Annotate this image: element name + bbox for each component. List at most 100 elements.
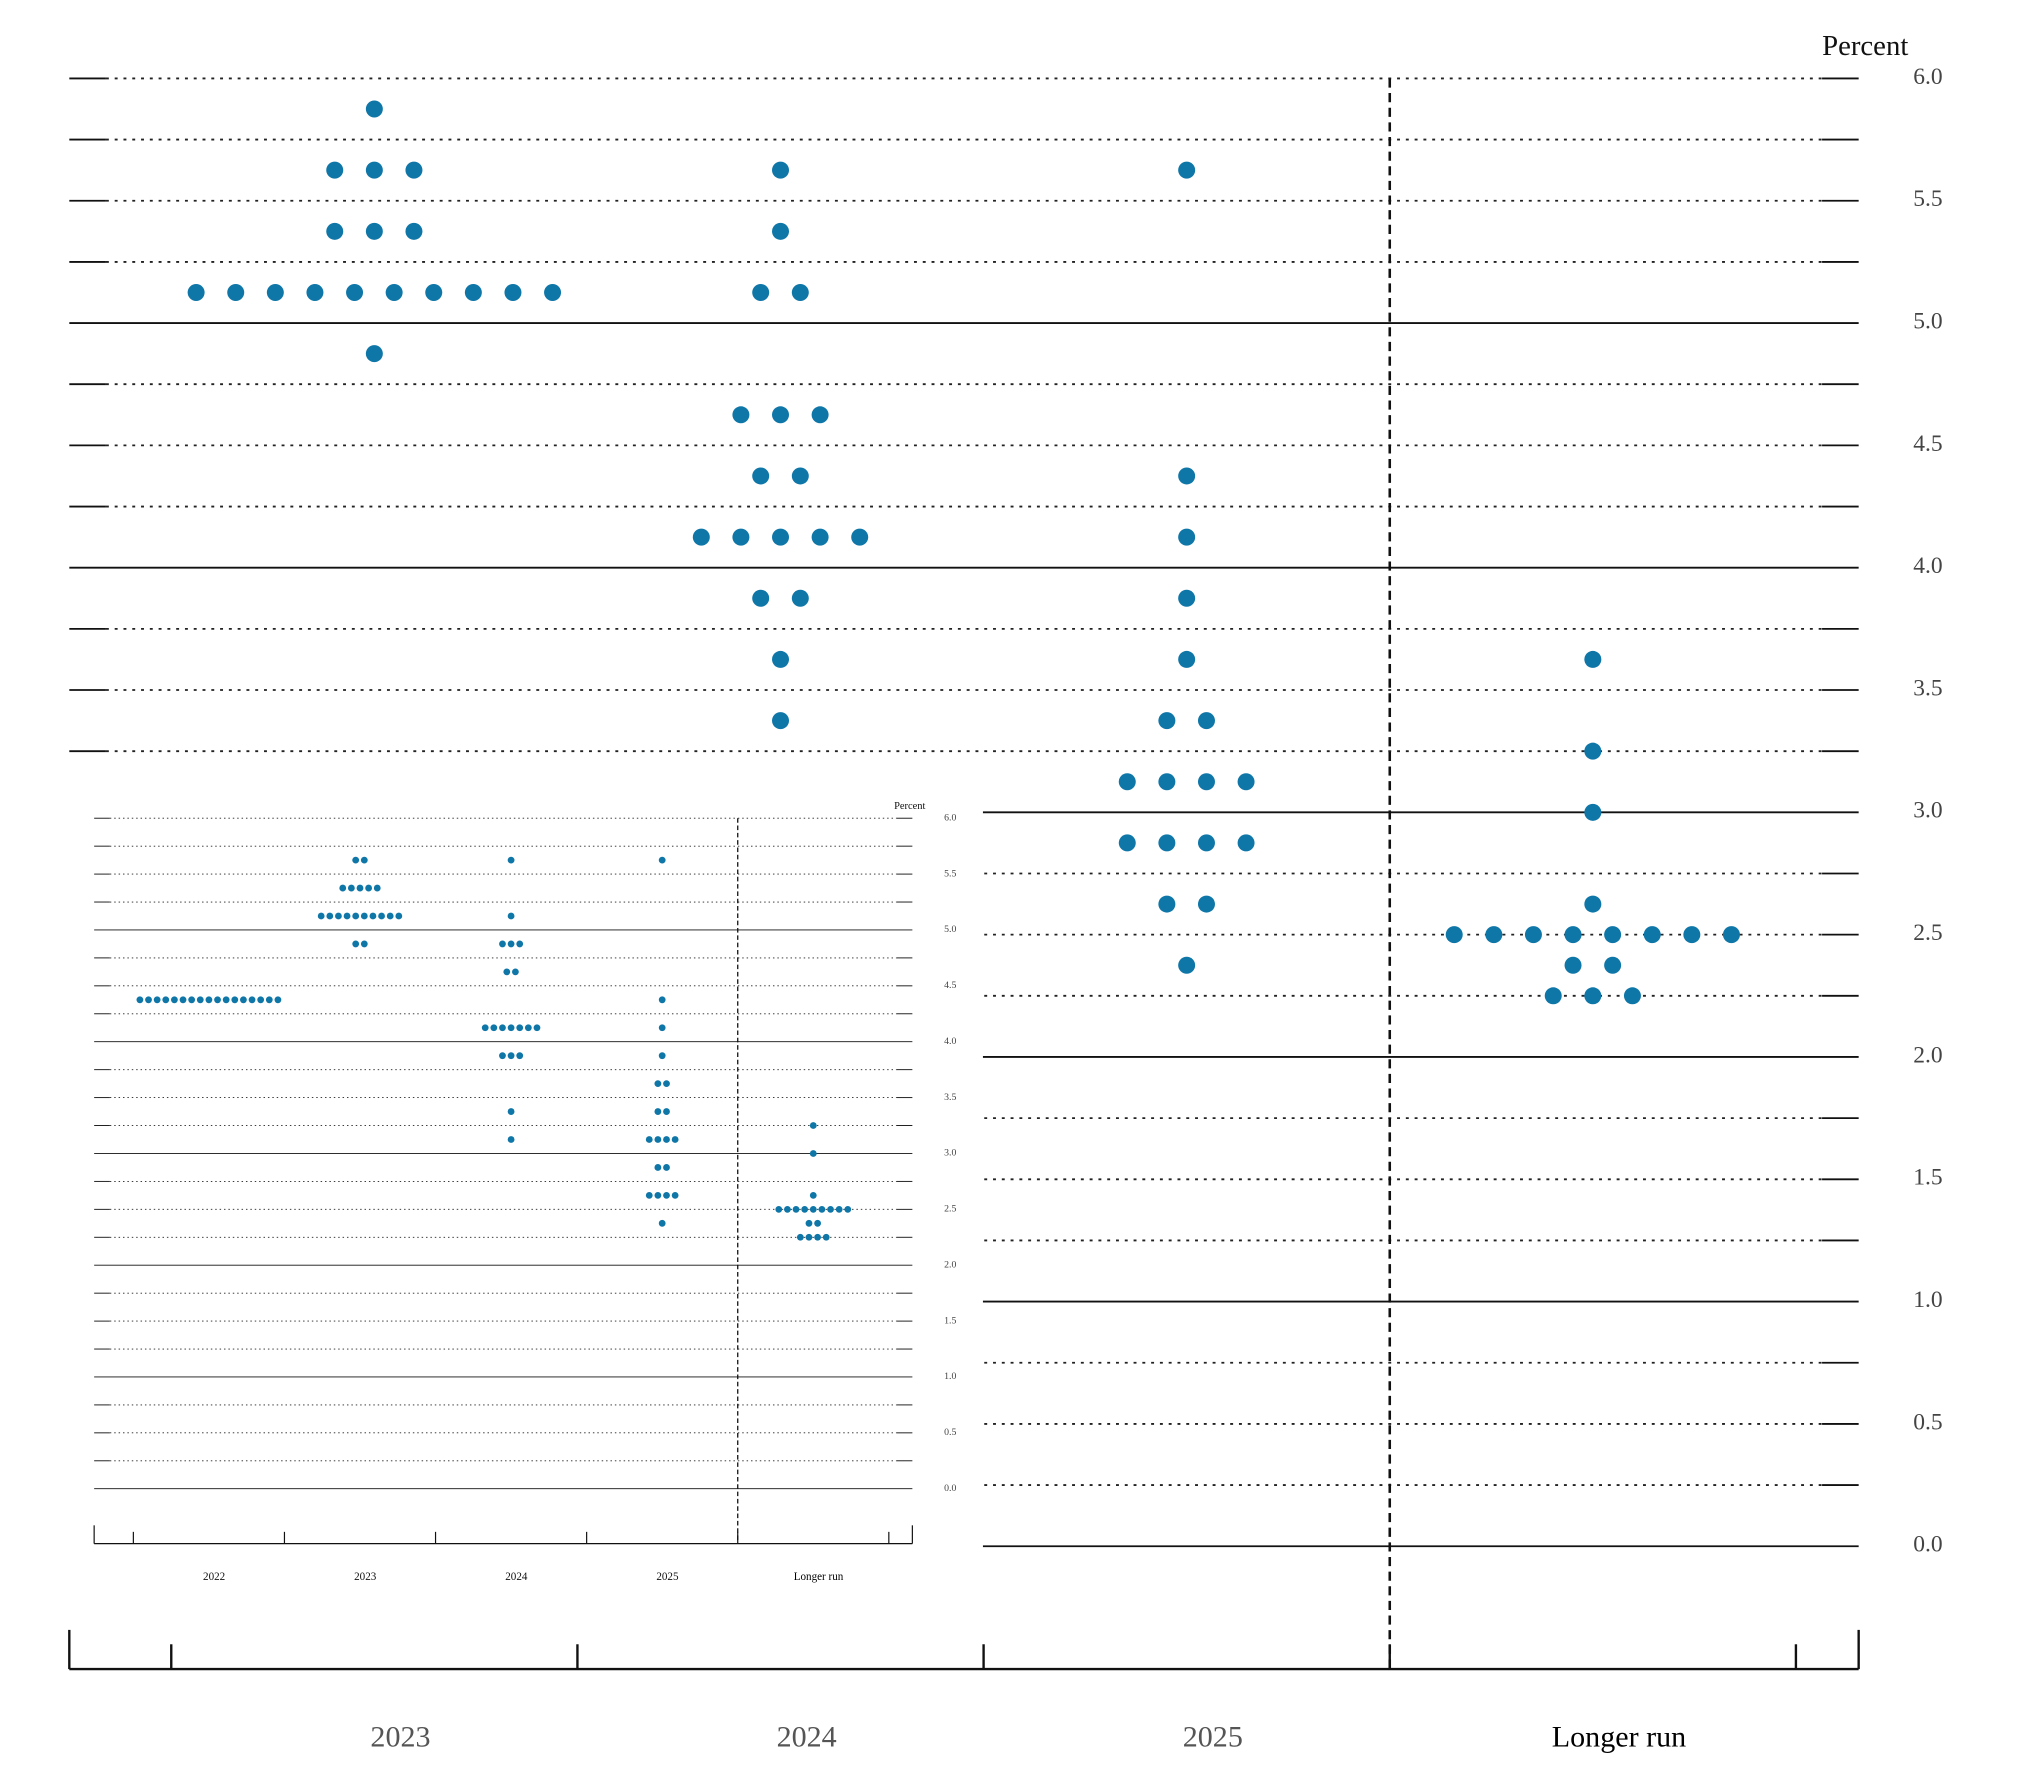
dot — [1485, 926, 1503, 944]
dot — [1118, 773, 1136, 791]
dot — [352, 856, 360, 864]
dot — [772, 406, 790, 424]
dot — [772, 650, 790, 668]
dot — [499, 1052, 506, 1060]
dot — [752, 467, 770, 485]
dot — [360, 912, 368, 920]
dot — [801, 1205, 809, 1213]
dot — [1584, 742, 1602, 760]
dot — [499, 1024, 506, 1032]
dot — [805, 1219, 813, 1227]
dot — [1178, 161, 1196, 179]
y-tick-label: 3.0 — [944, 1148, 956, 1159]
x-tick-label: Longer run — [1552, 1720, 1686, 1754]
dot — [227, 283, 245, 301]
dot — [658, 1024, 666, 1032]
dot — [1158, 834, 1176, 852]
dot — [1197, 712, 1215, 730]
inset-background — [52, 773, 983, 1611]
dot — [818, 1205, 826, 1213]
dot — [339, 884, 347, 892]
dot — [1158, 712, 1176, 730]
dot — [809, 1205, 817, 1213]
dot — [346, 283, 364, 301]
dot — [645, 1191, 653, 1199]
dot — [516, 1052, 524, 1060]
dot — [1197, 895, 1215, 913]
dot — [507, 1052, 515, 1060]
y-tick-label: 1.0 — [944, 1371, 956, 1382]
dot — [507, 856, 515, 864]
y-tick-label: 4.5 — [1913, 431, 1942, 457]
dot — [792, 1205, 800, 1213]
dot — [499, 940, 506, 948]
dot — [481, 1024, 489, 1032]
dot — [1544, 987, 1562, 1005]
dot — [187, 283, 205, 301]
dot — [153, 996, 161, 1004]
dot — [136, 996, 144, 1004]
dot — [1158, 773, 1176, 791]
dot — [658, 1052, 666, 1060]
dot — [654, 1108, 662, 1115]
dot — [732, 528, 750, 546]
y-tick-label: 2.0 — [1913, 1042, 1942, 1068]
dot — [265, 996, 273, 1004]
dot — [507, 1108, 515, 1115]
dot — [851, 528, 869, 546]
y-tick-label: 4.5 — [944, 980, 956, 991]
dot — [1237, 834, 1255, 852]
dot — [533, 1024, 541, 1032]
dot — [365, 884, 373, 892]
dot — [752, 283, 770, 301]
y-tick-label: 5.0 — [1913, 308, 1942, 334]
dot — [257, 996, 265, 1004]
dot — [791, 589, 809, 607]
dot — [231, 996, 239, 1004]
dot — [732, 406, 750, 424]
dot — [663, 1191, 670, 1199]
y-tick-label: 1.0 — [1913, 1287, 1942, 1313]
dot — [188, 996, 196, 1004]
dot — [811, 528, 829, 546]
dot — [827, 1205, 834, 1213]
dot — [1564, 926, 1582, 944]
y-tick-label: 0.5 — [944, 1427, 956, 1438]
dot — [663, 1136, 670, 1143]
y-tick-label: 3.0 — [1913, 798, 1942, 824]
dot — [1524, 926, 1542, 944]
y-axis-label: Percent — [1822, 30, 1908, 62]
y-tick-label: 5.5 — [944, 868, 956, 879]
dot — [360, 940, 368, 948]
x-tick-label: 2025 — [656, 1571, 679, 1583]
dot — [1178, 589, 1196, 607]
dot — [365, 161, 383, 179]
dot — [1445, 926, 1463, 944]
dot — [196, 996, 204, 1004]
dot — [775, 1205, 783, 1213]
dot — [490, 1024, 498, 1032]
dot — [654, 1136, 662, 1143]
dot — [791, 283, 809, 301]
dot — [373, 884, 381, 892]
dot — [1178, 956, 1196, 974]
x-tick-label: 2023 — [354, 1571, 377, 1583]
y-axis-label: Percent — [894, 801, 925, 812]
y-tick-label: 5.0 — [944, 924, 956, 935]
dot — [1584, 895, 1602, 913]
dot — [503, 968, 511, 976]
dot — [844, 1205, 852, 1213]
dot — [365, 345, 383, 363]
x-tick-label: 2024 — [777, 1720, 837, 1754]
dot — [179, 996, 187, 1004]
x-tick-label: 2025 — [1183, 1720, 1243, 1754]
dot — [162, 996, 170, 1004]
dot — [386, 912, 394, 920]
dot — [809, 1122, 817, 1129]
dot — [365, 100, 383, 118]
dot — [274, 996, 282, 1004]
dot — [822, 1233, 830, 1241]
dot — [791, 467, 809, 485]
y-tick-label: 0.5 — [1913, 1409, 1942, 1435]
